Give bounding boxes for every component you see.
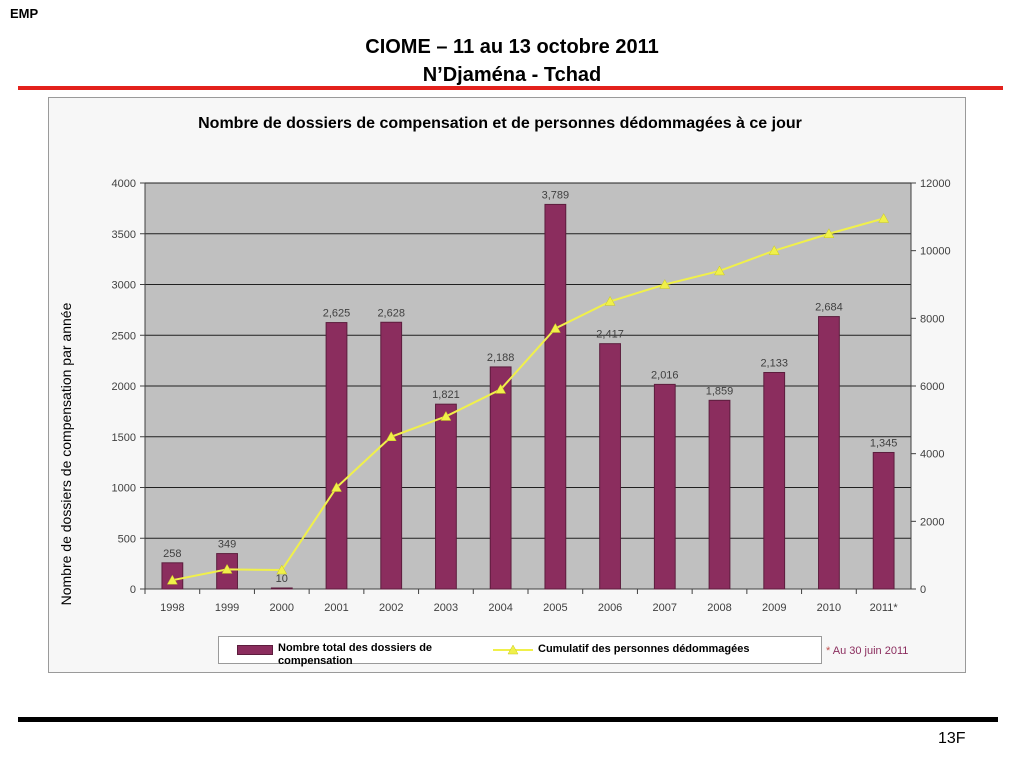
- x-tick-label: 2001: [324, 602, 348, 614]
- bar-data-label: 349: [218, 539, 236, 551]
- y2-tick-label: 10000: [920, 246, 951, 258]
- y2-tick-label: 6000: [920, 381, 944, 393]
- title-divider: [18, 86, 1003, 90]
- legend-line-swatch: [493, 644, 533, 655]
- bar: [708, 399, 731, 590]
- line-point: [276, 564, 288, 575]
- footnote: * Au 30 juin 2011: [826, 645, 908, 657]
- line-point: [495, 383, 507, 394]
- line-point: [331, 481, 342, 492]
- legend-line-label: Cumulatif des personnes dédommagées: [538, 643, 750, 655]
- line-point: [714, 265, 725, 276]
- bar-data-label: 1,821: [432, 389, 460, 401]
- y2-tick-label: 2000: [920, 516, 944, 528]
- bar-data-label: 258: [163, 548, 181, 560]
- bar: [325, 322, 348, 590]
- line-point: [604, 295, 616, 306]
- bar-data-label: 2,628: [377, 307, 405, 319]
- slide-title-line1: CIOME – 11 au 13 octobre 2011: [365, 36, 659, 58]
- y-tick-label: 2500: [112, 330, 136, 342]
- bar-data-label: 2,016: [651, 369, 679, 381]
- legend-bar-swatch: [237, 645, 273, 655]
- line-point: [166, 574, 178, 585]
- footnote-marker: *: [826, 645, 831, 657]
- line-point: [768, 245, 780, 255]
- bar: [763, 372, 786, 590]
- bar-data-label: 2,625: [323, 308, 351, 320]
- y-tick-label: 2000: [112, 381, 136, 393]
- x-tick-label: 1999: [215, 602, 239, 614]
- x-tick-label: 2000: [270, 602, 294, 614]
- bar-data-label: 2,417: [596, 329, 624, 341]
- x-tick-label: 2009: [762, 602, 786, 614]
- slide-title-line2: N’Djaména - Tchad: [422, 64, 602, 86]
- y-tick-label: 0: [130, 584, 136, 596]
- footer-divider: [18, 717, 998, 722]
- bar-data-label: 2,133: [760, 358, 788, 370]
- bar-data-label: 1,345: [870, 437, 898, 449]
- line-point: [549, 322, 561, 333]
- y-tick-label: 4000: [112, 178, 136, 190]
- x-tick-label: 2007: [653, 602, 677, 614]
- x-tick-label: 2006: [598, 602, 622, 614]
- x-tick-label: 2005: [543, 602, 567, 614]
- footnote-text: Au 30 juin 2011: [832, 645, 909, 657]
- y2-tick-label: 8000: [920, 313, 944, 325]
- bar-data-label: 1,859: [706, 385, 734, 397]
- bar: [818, 316, 840, 590]
- bar: [435, 403, 457, 590]
- line-point: [823, 228, 835, 238]
- bar: [544, 203, 567, 590]
- line-point: [878, 213, 890, 223]
- y2-tick-label: 4000: [920, 449, 944, 461]
- bar: [270, 587, 293, 590]
- x-tick-label: 2002: [379, 602, 403, 614]
- y-tick-label: 1500: [112, 432, 136, 444]
- x-tick-label: 2003: [434, 602, 458, 614]
- cumulative-line: [172, 217, 884, 582]
- y-tick-label: 500: [118, 533, 136, 545]
- corner-label: EMP: [10, 6, 39, 21]
- line-point: [385, 431, 397, 441]
- bar: [872, 451, 895, 590]
- x-tick-label: 2004: [488, 602, 512, 614]
- x-tick-label: 2011*: [870, 602, 899, 614]
- bar-data-label: 3,789: [542, 189, 570, 201]
- line-point: [659, 278, 671, 289]
- bar-data-label: 2,684: [815, 302, 843, 314]
- y-tick-label: 1000: [112, 483, 136, 495]
- line-point: [221, 563, 233, 574]
- y-tick-label: 3000: [112, 280, 136, 292]
- legend-bar-label: Nombre total des dossiers de compensatio…: [278, 642, 433, 667]
- bar-data-label: 2,188: [487, 352, 515, 364]
- bar: [380, 321, 403, 590]
- chart-title: Nombre de dossiers de compensation et de…: [198, 115, 802, 132]
- x-tick-label: 1998: [160, 602, 184, 614]
- y-tick-label: 3500: [112, 229, 136, 241]
- y2-tick-label: 12000: [920, 178, 951, 190]
- line-point: [440, 410, 452, 421]
- bar: [599, 343, 621, 590]
- bar-data-label: 10: [276, 573, 288, 585]
- x-tick-label: 2008: [707, 602, 731, 614]
- page-number: 13F: [938, 730, 966, 747]
- bar: [653, 383, 676, 590]
- x-tick-label: 2010: [817, 602, 841, 614]
- bar: [489, 366, 512, 590]
- y2-tick-label: 0: [920, 584, 926, 596]
